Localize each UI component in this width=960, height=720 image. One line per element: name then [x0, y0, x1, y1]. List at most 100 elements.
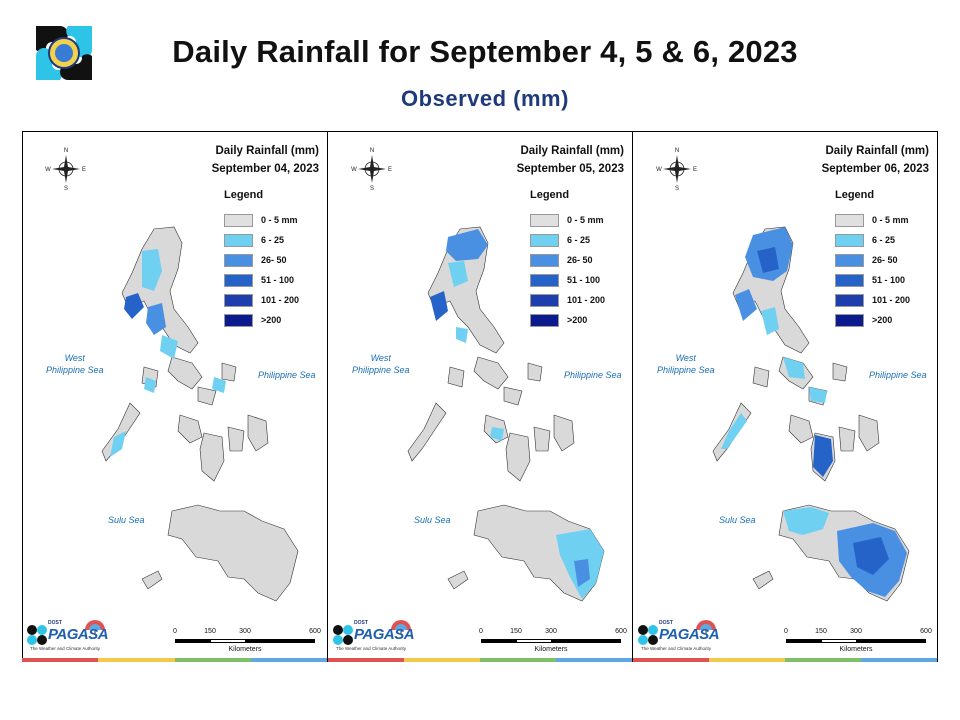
- legend-item: 51 - 100: [530, 270, 630, 290]
- sea-label-sulu: Sulu Sea: [719, 515, 756, 525]
- sea-label-philippine: Philippine Sea: [258, 370, 316, 380]
- agency-logo: [30, 20, 98, 86]
- panel-date: September 05, 2023: [516, 163, 624, 175]
- sea-label-west-philippine: West Philippine Sea: [352, 352, 410, 376]
- legend-swatch: [530, 233, 559, 247]
- panel-title-line1: Daily Rainfall (mm): [520, 145, 624, 157]
- scale-tick: 150: [815, 628, 827, 635]
- scale-line: [786, 639, 926, 643]
- land: [101, 226, 299, 602]
- svg-text:N: N: [64, 148, 68, 154]
- sea-label-philippine: Philippine Sea: [564, 370, 622, 380]
- legend-label: 0 - 5 mm: [567, 215, 604, 225]
- legend-swatch: [835, 253, 864, 267]
- pagasa-tagline: The Weather and Climate Authority: [30, 646, 100, 651]
- legend-label: 26- 50: [261, 255, 287, 265]
- stripe-yellow: [98, 658, 175, 662]
- legend-label: 101 - 200: [261, 295, 300, 305]
- legend-item: 26- 50: [224, 250, 324, 270]
- legend-swatch: [224, 213, 253, 227]
- legend: Legend 0 - 5 mm 6 - 25 26- 50 51 - 100 1…: [835, 189, 935, 330]
- scale-ticks: 0 150 300 600: [784, 628, 932, 638]
- legend-item: 6 - 25: [224, 230, 324, 250]
- rainfall-overlay: [110, 249, 226, 457]
- scale-bar: 0 150 300 600 Kilometers: [479, 628, 627, 658]
- scale-line: [481, 639, 621, 643]
- pagasa-logo: DOST PAGASA The Weather and Climate Auth…: [637, 618, 720, 658]
- legend-swatch: [530, 273, 559, 287]
- svg-text:S: S: [64, 186, 68, 192]
- legend-label: 26- 50: [872, 255, 898, 265]
- stripe-blue: [556, 658, 632, 662]
- philippines-map: N S W E: [656, 148, 910, 602]
- legend-item: 6 - 25: [530, 230, 630, 250]
- legend-item: >200: [530, 310, 630, 330]
- rainfall-overlay: [721, 227, 907, 597]
- svg-text:W: W: [45, 167, 51, 173]
- sea-label-west-philippine: West Philippine Sea: [657, 352, 715, 376]
- stripe-red: [328, 658, 404, 662]
- svg-text:W: W: [656, 167, 662, 173]
- color-stripe: [328, 658, 632, 662]
- scale-tick: 600: [920, 628, 932, 635]
- legend-swatch: [530, 253, 559, 267]
- stripe-green: [785, 658, 861, 662]
- pagasa-small-text: DOST: [354, 620, 368, 626]
- legend-item: 0 - 5 mm: [224, 210, 324, 230]
- stripe-green: [174, 658, 251, 662]
- svg-text:N: N: [675, 148, 679, 154]
- legend-item: 101 - 200: [224, 290, 324, 310]
- scale-bar: 0 150 300 600 Kilometers: [173, 628, 321, 658]
- legend-label: 0 - 5 mm: [261, 215, 298, 225]
- compass-rose: N S W E: [45, 148, 86, 192]
- legend-swatch: [530, 293, 559, 307]
- panel-title-line1: Daily Rainfall (mm): [215, 145, 319, 157]
- legend-swatch: [530, 213, 559, 227]
- pagasa-tagline: The Weather and Climate Authority: [641, 646, 711, 651]
- stripe-red: [22, 658, 99, 662]
- pagasa-wordmark: PAGASA: [354, 626, 415, 643]
- legend-swatch: [835, 273, 864, 287]
- svg-text:E: E: [693, 167, 697, 173]
- pagasa-tagline: The Weather and Climate Authority: [336, 646, 406, 651]
- scale-ticks: 0 150 300 600: [173, 628, 321, 638]
- panel-title-line1: Daily Rainfall (mm): [825, 145, 929, 157]
- page-subtitle: Observed (mm): [401, 86, 569, 111]
- scale-tick: 150: [204, 628, 216, 635]
- svg-text:E: E: [388, 167, 392, 173]
- scale-tick: 300: [545, 628, 557, 635]
- legend-title: Legend: [224, 189, 264, 201]
- legend-swatch: [835, 293, 864, 307]
- legend-swatch: [530, 313, 559, 327]
- legend-item: 0 - 5 mm: [530, 210, 630, 230]
- scale-tick: 0: [173, 628, 177, 635]
- scale-tick: 300: [239, 628, 251, 635]
- map-panel-sep-04: N S W E Daily: [22, 131, 327, 662]
- legend-item: 6 - 25: [835, 230, 935, 250]
- color-stripe: [633, 658, 937, 662]
- legend-label: 51 - 100: [872, 275, 906, 285]
- philippines-map: N S W E: [351, 148, 605, 602]
- legend-label: 6 - 25: [872, 235, 896, 245]
- scale-tick: 150: [510, 628, 522, 635]
- map-panel-sep-06: N S W E: [632, 131, 937, 662]
- scale-unit: Kilometers: [228, 646, 262, 653]
- legend-item: 0 - 5 mm: [835, 210, 935, 230]
- panel-date: September 04, 2023: [211, 163, 319, 175]
- legend-label: 101 - 200: [567, 295, 606, 305]
- legend-item: >200: [835, 310, 935, 330]
- legend-swatch: [835, 313, 864, 327]
- legend-swatch: [835, 233, 864, 247]
- legend-label: 26- 50: [567, 255, 593, 265]
- panel-date: September 06, 2023: [821, 163, 929, 175]
- svg-text:S: S: [675, 186, 679, 192]
- sea-label-sulu: Sulu Sea: [108, 515, 145, 525]
- legend-item: 26- 50: [835, 250, 935, 270]
- legend-swatch: [224, 293, 253, 307]
- legend-title: Legend: [835, 189, 875, 201]
- legend-label: 101 - 200: [872, 295, 911, 305]
- stripe-red: [633, 658, 709, 662]
- scale-unit: Kilometers: [534, 646, 568, 653]
- sea-label-line: Philippine Sea: [46, 365, 104, 375]
- legend-swatch: [835, 213, 864, 227]
